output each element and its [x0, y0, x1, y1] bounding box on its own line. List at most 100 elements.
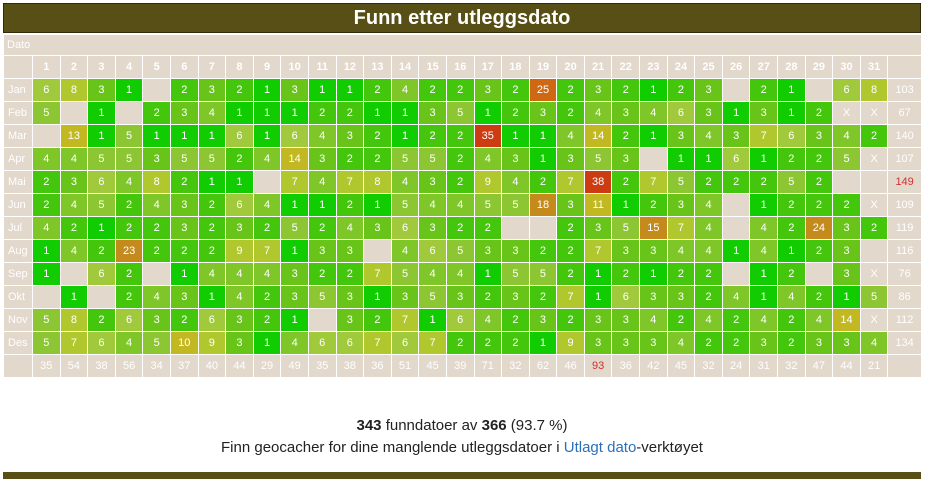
day-cell[interactable]: 1 [749, 262, 779, 286]
day-cell[interactable]: 4 [252, 193, 282, 217]
day-cell[interactable]: 2 [87, 308, 116, 332]
day-cell[interactable]: 3 [280, 262, 309, 286]
day-cell[interactable]: 3 [528, 101, 558, 125]
day-cell[interactable]: 1 [87, 216, 116, 240]
day-cell[interactable]: 5 [114, 147, 144, 171]
day-cell[interactable]: 2 [445, 216, 475, 240]
day-cell[interactable]: 2 [307, 262, 337, 286]
day-cell[interactable]: 35 [473, 124, 503, 148]
day-cell[interactable]: 1 [694, 147, 723, 171]
day-cell[interactable]: 3 [611, 147, 641, 171]
day-cell[interactable]: 4 [142, 193, 171, 217]
day-cell[interactable]: 1 [639, 262, 668, 286]
day-cell[interactable]: 2 [556, 101, 585, 125]
day-cell[interactable]: 2 [721, 170, 751, 194]
day-cell[interactable]: 5 [445, 101, 475, 125]
day-cell[interactable]: 2 [501, 331, 530, 355]
day-cell[interactable]: 1 [749, 285, 779, 309]
day-cell[interactable]: 6 [832, 78, 861, 102]
day-cell[interactable]: 1 [280, 101, 309, 125]
day-cell[interactable]: 6 [87, 170, 116, 194]
day-cell[interactable]: 2 [445, 124, 475, 148]
day-cell[interactable]: 3 [169, 216, 199, 240]
day-cell[interactable]: 1 [280, 193, 309, 217]
day-cell[interactable]: 2 [556, 78, 585, 102]
day-cell[interactable]: 23 [114, 239, 144, 263]
day-cell[interactable]: 6 [777, 124, 806, 148]
day-cell[interactable]: 6 [390, 331, 420, 355]
day-cell[interactable]: 2 [473, 331, 503, 355]
day-cell[interactable]: 3 [501, 285, 530, 309]
day-cell[interactable]: 2 [197, 239, 227, 263]
day-cell[interactable]: 4 [694, 193, 723, 217]
day-cell[interactable]: 4 [418, 193, 447, 217]
day-cell[interactable]: 2 [252, 308, 282, 332]
day-cell[interactable]: 2 [777, 331, 806, 355]
day-cell[interactable]: 1 [335, 78, 365, 102]
day-cell[interactable]: 38 [583, 170, 613, 194]
day-cell[interactable]: 4 [114, 331, 144, 355]
day-cell[interactable]: 2 [445, 331, 475, 355]
day-cell[interactable]: 2 [114, 193, 144, 217]
day-cell[interactable]: 2 [639, 193, 668, 217]
day-cell[interactable]: 4 [749, 239, 779, 263]
day-cell[interactable]: 7 [583, 239, 613, 263]
day-cell[interactable]: 4 [252, 262, 282, 286]
day-cell[interactable]: 2 [418, 124, 447, 148]
day-cell[interactable]: 6 [390, 216, 420, 240]
day-cell[interactable]: 2 [142, 239, 171, 263]
day-cell[interactable]: 2 [114, 262, 144, 286]
day-cell[interactable]: 3 [583, 308, 613, 332]
day-cell[interactable]: 2 [556, 262, 585, 286]
day-cell[interactable]: 1 [252, 331, 282, 355]
day-cell[interactable]: 2 [473, 285, 503, 309]
day-cell[interactable]: 4 [694, 239, 723, 263]
day-cell[interactable]: 1 [32, 239, 61, 263]
day-cell[interactable]: 2 [418, 78, 447, 102]
day-cell[interactable]: 3 [169, 193, 199, 217]
day-cell[interactable]: 2 [32, 170, 61, 194]
placed-date-tool-link[interactable]: Utlagt dato [563, 439, 637, 456]
day-cell[interactable]: 3 [87, 78, 116, 102]
day-cell[interactable]: 3 [473, 239, 503, 263]
day-cell[interactable]: 3 [666, 124, 696, 148]
day-cell[interactable]: 2 [225, 78, 254, 102]
day-cell[interactable]: 4 [804, 308, 834, 332]
day-cell[interactable]: 2 [32, 193, 61, 217]
day-cell[interactable]: 5 [307, 285, 337, 309]
day-cell[interactable]: 6 [666, 101, 696, 125]
day-cell[interactable]: 2 [666, 308, 696, 332]
day-cell[interactable]: 1 [307, 78, 337, 102]
day-cell[interactable]: 3 [749, 101, 779, 125]
day-cell[interactable]: 5 [418, 285, 447, 309]
day-cell[interactable]: 1 [225, 170, 254, 194]
day-cell[interactable]: 14 [583, 124, 613, 148]
day-cell[interactable]: 1 [473, 262, 503, 286]
day-cell[interactable]: 1 [639, 78, 668, 102]
day-cell[interactable]: 2 [501, 78, 530, 102]
day-cell[interactable]: 2 [197, 216, 227, 240]
day-cell[interactable]: 7 [418, 331, 447, 355]
day-cell[interactable]: 3 [501, 239, 530, 263]
day-cell[interactable]: 4 [59, 193, 89, 217]
day-cell[interactable]: 3 [611, 101, 641, 125]
day-cell[interactable]: 2 [694, 285, 723, 309]
day-cell[interactable]: 1 [363, 285, 392, 309]
day-cell[interactable]: 2 [611, 78, 641, 102]
day-cell[interactable]: 2 [445, 147, 475, 171]
day-cell[interactable]: 14 [280, 147, 309, 171]
day-cell[interactable]: 4 [252, 147, 282, 171]
day-cell[interactable]: 4 [501, 170, 530, 194]
day-cell[interactable]: 5 [390, 262, 420, 286]
day-cell[interactable]: 6 [225, 124, 254, 148]
day-cell[interactable]: 3 [749, 331, 779, 355]
day-cell[interactable]: 2 [252, 285, 282, 309]
day-cell[interactable]: 6 [335, 331, 365, 355]
day-cell[interactable]: 4 [694, 308, 723, 332]
day-cell[interactable]: 3 [335, 124, 365, 148]
day-cell[interactable]: 7 [749, 124, 779, 148]
day-cell[interactable]: 2 [721, 308, 751, 332]
day-cell[interactable]: 5 [169, 147, 199, 171]
day-cell[interactable]: 2 [804, 101, 834, 125]
day-cell[interactable]: 2 [666, 262, 696, 286]
